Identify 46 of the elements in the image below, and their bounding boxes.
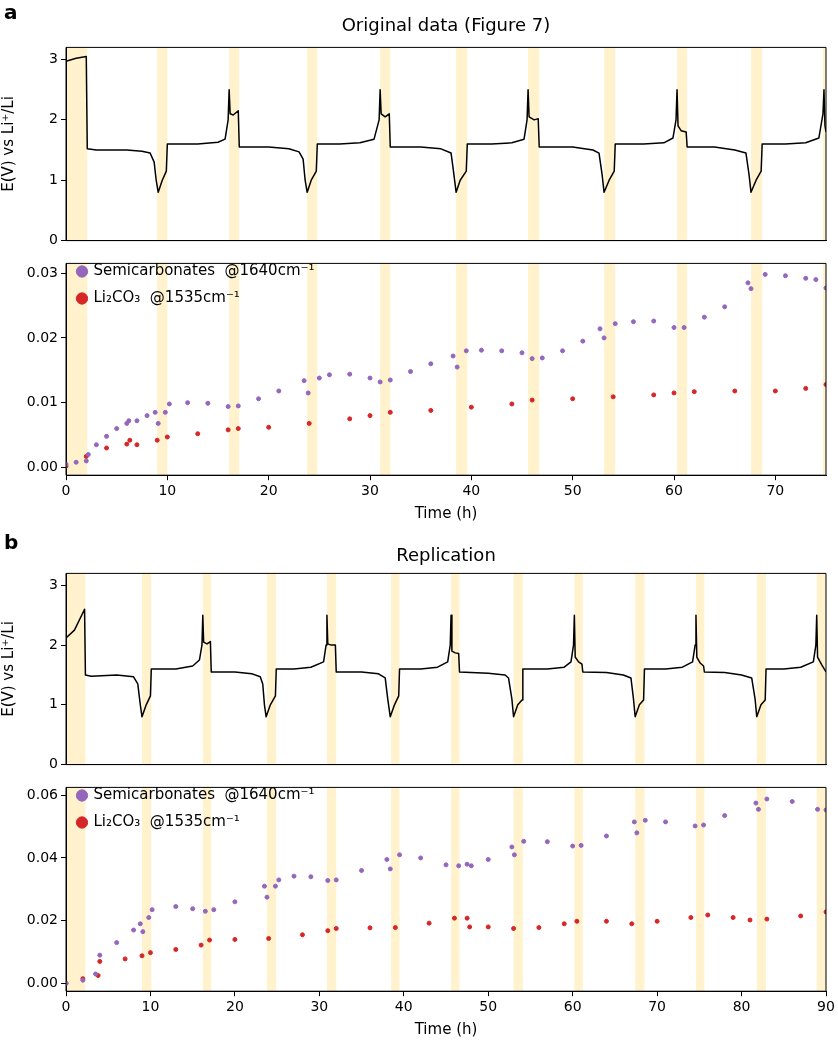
x-tick-label: 20: [259, 482, 278, 499]
y-tick-label: 2: [49, 110, 58, 127]
text: b: [4, 530, 19, 554]
y-tick-label: 0.00: [26, 974, 58, 990]
y-tick-label: 0.04: [26, 848, 59, 865]
x-tick-label: 30: [361, 482, 379, 499]
x-tick-label: 40: [462, 482, 481, 499]
y-tick-label: 1: [49, 170, 58, 187]
y-tick-label: 0.02: [26, 911, 58, 928]
y-tick-label: 0.02: [26, 328, 58, 345]
x-tick-label: 30: [310, 998, 329, 1015]
chart-title: Original data (Figure 7): [340, 14, 552, 35]
x-tick-label: 50: [563, 482, 582, 499]
y-tick-label: 0.01: [26, 393, 58, 410]
text: a: [4, 0, 18, 24]
legend-label: Li₂CO₃ @1535cm⁻¹: [93, 812, 240, 831]
y-axis-title: E(V) vs Li⁺/Li: [0, 621, 17, 717]
y-tick-label: 3: [49, 575, 58, 592]
y-tick-label: 0.06: [26, 785, 59, 802]
y-tick-label: 0: [49, 755, 58, 772]
x-axis-title: Time (h): [413, 503, 478, 522]
x-tick-label: 70: [648, 998, 667, 1015]
legend-label: Semicarbonates @1640cm⁻¹: [93, 261, 315, 280]
y-tick-label: 2: [49, 635, 58, 652]
y-axis-title: E(V) vs Li⁺/Li: [0, 96, 17, 192]
x-tick-label: 90: [817, 998, 835, 1015]
chart-title: Replication: [395, 544, 497, 565]
legend-label: Semicarbonates @1640cm⁻¹: [93, 785, 315, 804]
x-tick-label: 80: [732, 998, 751, 1015]
y-tick-label: 3: [49, 50, 58, 67]
x-tick-label: 0: [61, 482, 71, 499]
x-tick-label: 50: [479, 998, 498, 1015]
x-axis-title: Time (h): [413, 1019, 478, 1038]
legend-label: Li₂CO₃ @1535cm⁻¹: [93, 288, 240, 307]
x-tick-label: 10: [158, 482, 177, 499]
x-tick-label: 0: [61, 998, 71, 1015]
x-tick-label: 20: [225, 998, 244, 1015]
x-tick-label: 60: [563, 998, 582, 1015]
y-tick-label: 0: [49, 231, 58, 248]
x-tick-label: 40: [394, 998, 413, 1015]
x-tick-label: 70: [766, 482, 785, 499]
x-tick-label: 10: [141, 998, 160, 1015]
x-tick-label: 60: [665, 482, 683, 499]
y-tick-label: 0.03: [26, 263, 58, 280]
y-tick-label: 0.00: [26, 458, 58, 475]
y-tick-label: 1: [49, 695, 58, 712]
